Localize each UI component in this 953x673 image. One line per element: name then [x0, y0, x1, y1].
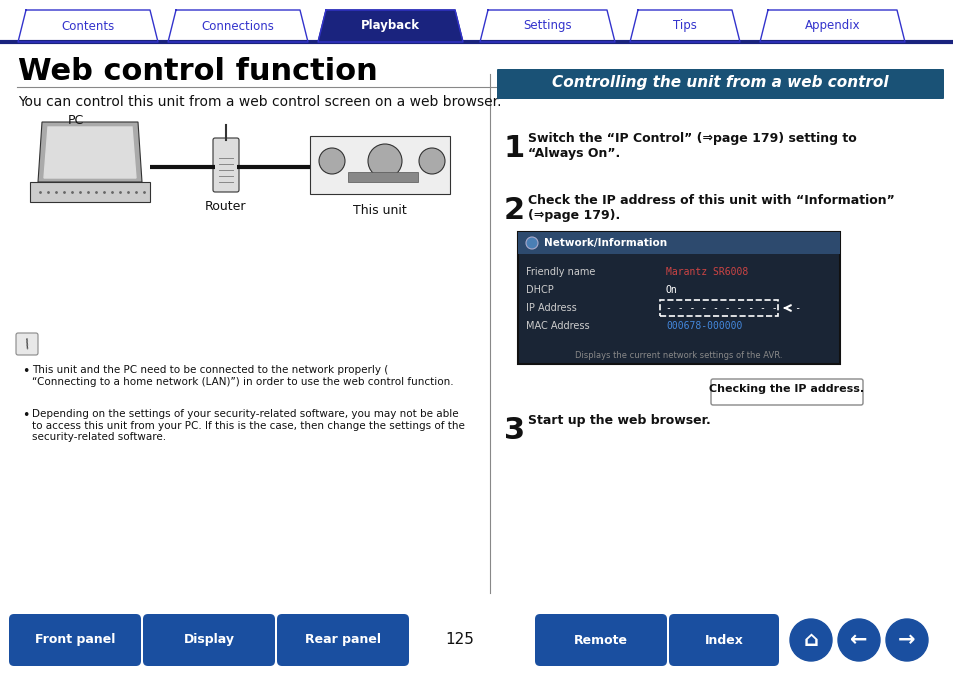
Circle shape [525, 237, 537, 249]
Text: Checking the IP address.: Checking the IP address. [709, 384, 863, 394]
Text: Contents: Contents [61, 20, 114, 32]
Text: Marantz SR6008: Marantz SR6008 [665, 267, 747, 277]
Text: 1: 1 [503, 134, 525, 163]
Text: Playback: Playback [360, 20, 419, 32]
Text: •: • [22, 409, 30, 422]
Text: Connections: Connections [201, 20, 274, 32]
Text: On: On [665, 285, 677, 295]
Text: ⌂: ⌂ [802, 630, 818, 650]
Text: Friendly name: Friendly name [525, 267, 595, 277]
FancyBboxPatch shape [310, 136, 450, 194]
Circle shape [418, 148, 444, 174]
FancyBboxPatch shape [276, 614, 409, 666]
FancyBboxPatch shape [517, 232, 840, 254]
Circle shape [885, 619, 927, 661]
Text: Tips: Tips [673, 20, 697, 32]
Text: Router: Router [205, 200, 247, 213]
Text: 125: 125 [445, 633, 474, 647]
FancyBboxPatch shape [535, 614, 666, 666]
Text: PC: PC [68, 114, 84, 127]
Text: - - - - - - - - - - - -: - - - - - - - - - - - - [665, 303, 801, 313]
FancyBboxPatch shape [517, 232, 840, 364]
Text: This unit and the PC need to be connected to the network properly (: This unit and the PC need to be connecte… [32, 365, 388, 375]
Text: ←: ← [849, 630, 867, 650]
Text: Controlling the unit from a web control: Controlling the unit from a web control [552, 75, 888, 90]
Text: DHCP: DHCP [525, 285, 553, 295]
Text: You can control this unit from a web control screen on a web browser.: You can control this unit from a web con… [18, 95, 501, 109]
Text: Check the IP address of this unit with “Information”
(⇒page 179).: Check the IP address of this unit with “… [527, 194, 894, 222]
Text: →: → [898, 630, 915, 650]
Text: Remote: Remote [574, 633, 627, 647]
FancyBboxPatch shape [668, 614, 779, 666]
Text: Network/Information: Network/Information [543, 238, 666, 248]
Text: Rear panel: Rear panel [305, 633, 380, 647]
Polygon shape [479, 10, 615, 42]
Text: Depending on the settings of your security-related software, you may not be able: Depending on the settings of your securi… [32, 409, 464, 442]
Polygon shape [317, 10, 462, 42]
Text: Display: Display [183, 633, 234, 647]
FancyBboxPatch shape [16, 333, 38, 355]
Text: “Connecting to a home network (LAN)”) in order to use the web control function.: “Connecting to a home network (LAN)”) in… [32, 377, 453, 387]
Circle shape [789, 619, 831, 661]
FancyBboxPatch shape [143, 614, 274, 666]
Circle shape [368, 144, 401, 178]
Text: 3: 3 [503, 416, 524, 445]
Circle shape [837, 619, 879, 661]
Text: 2: 2 [503, 196, 524, 225]
Polygon shape [30, 182, 150, 202]
Text: Appendix: Appendix [803, 20, 860, 32]
Text: This unit: This unit [353, 204, 406, 217]
Circle shape [318, 148, 345, 174]
Polygon shape [629, 10, 740, 42]
Text: /: / [23, 337, 31, 351]
Text: Index: Index [704, 633, 742, 647]
FancyBboxPatch shape [497, 69, 943, 99]
Polygon shape [760, 10, 904, 42]
Text: Web control function: Web control function [18, 57, 377, 86]
FancyBboxPatch shape [710, 379, 862, 405]
Text: Settings: Settings [522, 20, 571, 32]
Text: •: • [22, 365, 30, 378]
FancyBboxPatch shape [213, 138, 239, 192]
Text: 000678-000000: 000678-000000 [665, 321, 741, 331]
FancyBboxPatch shape [9, 614, 141, 666]
Text: MAC Address: MAC Address [525, 321, 589, 331]
Text: Displays the current network settings of the AVR.: Displays the current network settings of… [575, 351, 781, 359]
Text: IP Address: IP Address [525, 303, 577, 313]
Text: Front panel: Front panel [34, 633, 115, 647]
Polygon shape [168, 10, 308, 42]
Polygon shape [44, 127, 136, 178]
Text: Switch the “IP Control” (⇒page 179) setting to
“Always On”.: Switch the “IP Control” (⇒page 179) sett… [527, 132, 856, 160]
Polygon shape [38, 122, 142, 182]
Polygon shape [18, 10, 158, 42]
FancyBboxPatch shape [348, 172, 417, 182]
Text: Start up the web browser.: Start up the web browser. [527, 414, 710, 427]
